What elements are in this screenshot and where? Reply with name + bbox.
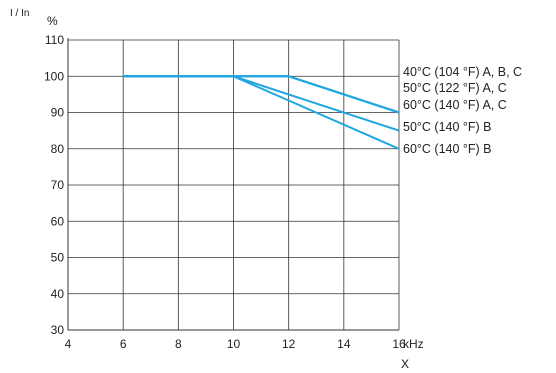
- y-tick-label: 80: [51, 142, 65, 156]
- series-lines: [123, 75, 400, 150]
- series-label: 40°C (104 °F) A, B, C: [403, 65, 522, 79]
- series-label: 60°C (140 °F) A, C: [403, 98, 507, 112]
- y-tick-label: 30: [51, 323, 65, 337]
- x-axis-label: X: [401, 357, 409, 371]
- x-tick-label: 16: [392, 337, 406, 351]
- y-tick-label: 40: [51, 287, 65, 301]
- series-line: [123, 75, 400, 114]
- series-label: 60°C (140 °F) B: [403, 142, 492, 156]
- y-unit-label: I / In: [10, 8, 29, 19]
- series-line: [123, 75, 400, 150]
- y-tick-label: 110: [45, 33, 64, 47]
- x-tick-label: 4: [65, 337, 72, 351]
- x-tick-label: 10: [227, 337, 241, 351]
- grid: 30 40 50 60 70 80 90 100 110 4 6 8 10 12 14 16: [44, 33, 406, 351]
- y-tick-label: 50: [51, 251, 65, 265]
- y-tick-label: 70: [51, 178, 65, 192]
- x-unit-label: kHz: [403, 337, 424, 351]
- series-line: [123, 75, 400, 114]
- series-label: 50°C (140 °F) B: [403, 120, 492, 134]
- labels: I / In % kHz X: [10, 8, 424, 371]
- y-tick-label: 90: [51, 106, 65, 120]
- y-tick-label: 100: [44, 69, 64, 83]
- x-tick-label: 14: [337, 337, 351, 351]
- series-label: 50°C (122 °F) A, C: [403, 81, 507, 95]
- y-tick-label: 60: [51, 214, 65, 228]
- series-line: [123, 75, 400, 132]
- x-tick-label: 6: [120, 337, 127, 351]
- x-tick-label: 12: [282, 337, 296, 351]
- x-tick-label: 8: [175, 337, 182, 351]
- series-labels: 40°C (104 °F) A, B, C 50°C (122 °F) A, C 6…: [403, 65, 522, 156]
- y-axis-label: %: [47, 14, 58, 28]
- series-line: [123, 75, 400, 114]
